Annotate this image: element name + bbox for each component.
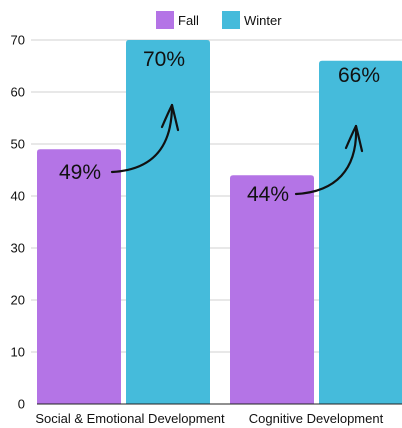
y-tick-label: 10 (11, 345, 25, 360)
bars (37, 40, 402, 404)
y-axis-ticks: 0 10 20 30 40 50 60 70 (11, 33, 25, 412)
category-label: Cognitive Development (249, 411, 384, 426)
growth-arrow-head (160, 103, 180, 132)
y-tick-label: 20 (11, 293, 25, 308)
y-tick-label: 30 (11, 241, 25, 256)
data-label-fall: 44% (247, 183, 289, 206)
growth-arrow-curve (294, 124, 358, 196)
legend-label-winter: Winter (244, 13, 282, 28)
category-labels: Social & Emotional Development Cognitive … (35, 411, 383, 426)
bar-fall-social-emotional (37, 149, 121, 404)
growth-arrow-head (344, 124, 364, 153)
data-label-winter: 70% (143, 48, 185, 71)
bar-winter-cognitive (319, 60, 402, 404)
data-label-fall: 49% (59, 161, 101, 184)
growth-arrows (110, 103, 364, 196)
category-label: Social & Emotional Development (35, 411, 225, 426)
y-tick-label: 40 (11, 189, 25, 204)
y-tick-label: 70 (11, 33, 25, 48)
legend: Fall Winter (156, 11, 282, 29)
y-tick-label: 50 (11, 137, 25, 152)
legend-label-fall: Fall (178, 13, 199, 28)
legend-swatch-fall (156, 11, 174, 29)
data-labels: 49% 70% 44% 66% (59, 48, 380, 206)
legend-swatch-winter (222, 11, 240, 29)
bar-fall-cognitive (230, 175, 314, 404)
data-label-winter: 66% (338, 64, 380, 87)
growth-arrow-curve (110, 103, 174, 174)
y-tick-label: 0 (18, 397, 25, 412)
y-tick-label: 60 (11, 85, 25, 100)
bar-winter-social-emotional (126, 40, 210, 404)
